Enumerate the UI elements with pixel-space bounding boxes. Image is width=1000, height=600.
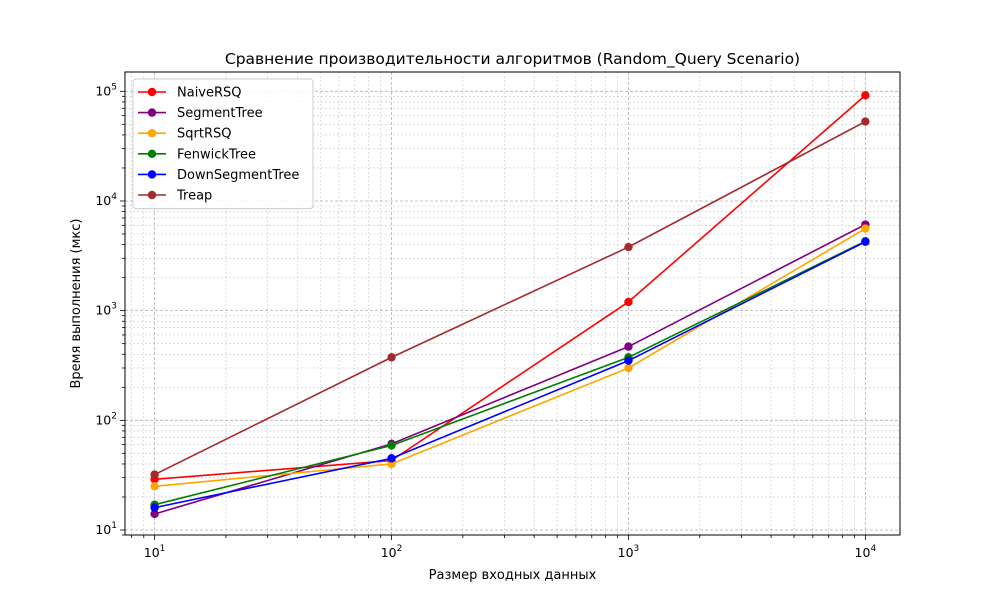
series-layer [150,91,870,519]
chart-title: Сравнение производительности алгоритмов … [225,50,800,69]
data-point-downsegmenttree [387,454,396,463]
series-treap [150,117,870,479]
x-tick-label: 104 [855,544,877,560]
legend-item: Treap [138,189,212,204]
legend: NaiveRSQ SegmentTree SqrtRSQ FenwickTree Dow… [132,78,314,210]
data-point-naiversq [861,91,870,100]
series-downsegmenttree [150,237,870,512]
data-point-fenwicktree [387,441,396,450]
ticks: 101 102 103 104 101 102 103 104 105 [95,82,876,560]
legend-item: DownSegmentTree [138,168,299,183]
legend-label: SegmentTree [177,106,263,121]
y-tick-label: 104 [95,192,117,208]
legend-item: SegmentTree [138,106,263,121]
legend-label: NaiveRSQ [177,86,242,101]
data-point-treap [624,242,633,252]
legend-box [132,78,314,210]
data-point-segmenttree [150,509,159,519]
y-tick-label: 105 [95,82,117,98]
plot-area-frame [124,71,901,536]
data-point-naiversq [624,297,633,307]
legend-label: SqrtRSQ [177,127,231,142]
y-tick-label: 102 [95,411,117,427]
x-axis-label: Размер входных данных [429,568,597,583]
data-point-downsegmenttree [861,237,870,246]
series-line-naiversq [154,94,866,481]
data-point-treap [861,117,870,126]
legend-item: NaiveRSQ [138,86,242,101]
legend-marker [147,190,157,200]
data-point-segmenttree [624,342,633,351]
x-tick-label: 103 [618,544,640,560]
legend-marker [147,108,157,117]
series-line-downsegmenttree [154,241,866,509]
series-line-segmenttree [154,223,866,515]
y-tick-label: 101 [95,521,117,537]
legend-label: Treap [176,189,212,204]
series-line-fenwicktree [154,240,866,506]
data-point-treap [150,470,159,479]
y-axis-label: Время выполнения (мкс) [69,219,84,389]
legend-item: FenwickTree [138,147,256,162]
legend-marker [147,149,157,158]
legend-label: DownSegmentTree [177,168,299,183]
x-tick-label: 101 [144,544,166,560]
data-point-downsegmenttree [624,356,633,365]
legend-item: SqrtRSQ [138,127,231,142]
y-tick-label: 103 [95,302,117,318]
data-point-sqrtrsq [624,363,633,373]
series-line-treap [154,120,866,476]
legend-marker [147,170,157,179]
data-point-treap [387,353,396,362]
data-point-sqrtrsq [150,482,159,491]
legend-marker [147,129,157,138]
legend-marker [147,87,157,97]
data-point-sqrtrsq [861,224,870,233]
legend-label: FenwickTree [177,147,256,162]
x-tick-label: 102 [381,544,403,560]
data-point-downsegmenttree [150,503,159,512]
